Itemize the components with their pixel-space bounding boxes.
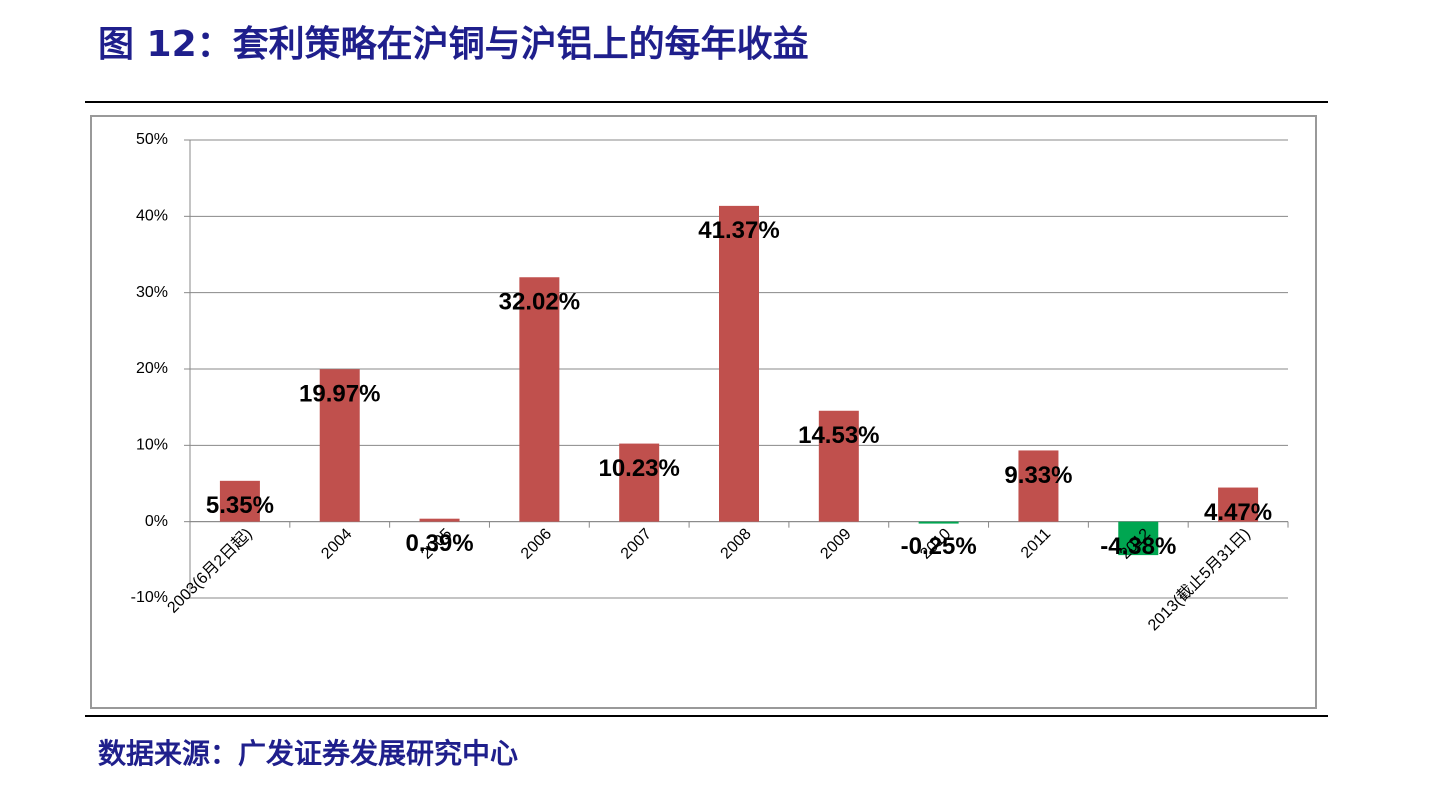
y-tick-label: 40% [136,208,168,225]
bar [1118,521,1159,556]
y-tick-label: 20% [136,360,168,377]
value-label: 9.33% [1004,462,1072,489]
bar [319,369,360,522]
bar [219,480,260,522]
value-label: 5.35% [206,492,274,519]
bar [918,521,959,524]
bar [619,443,660,522]
value-label: 4.47% [1204,499,1272,526]
bar [519,277,560,522]
value-label: 0.39% [406,530,474,557]
value-label: -4.38% [1100,533,1176,560]
chart-frame [90,115,1317,709]
y-tick-label: 50% [136,131,168,148]
bar [1018,450,1059,522]
source-note: 数据来源：广发证券发展研究中心 [98,737,518,770]
value-label: 41.37% [698,217,779,244]
value-label: 32.02% [499,289,580,316]
value-label: 19.97% [299,381,380,408]
bar [419,518,460,522]
value-label: 14.53% [798,422,879,449]
y-tick-label: -10% [131,589,168,606]
value-label: -0.25% [901,533,977,560]
bar [719,205,759,522]
value-label: 10.23% [598,455,679,482]
y-tick-label: 30% [136,284,168,301]
y-tick-label: 10% [136,437,168,454]
chart-title: 图 12：套利策略在沪铜与沪铝上的每年收益 [98,24,809,65]
y-tick-label: 0% [145,513,168,530]
bar [818,410,859,522]
bar [1218,487,1259,522]
